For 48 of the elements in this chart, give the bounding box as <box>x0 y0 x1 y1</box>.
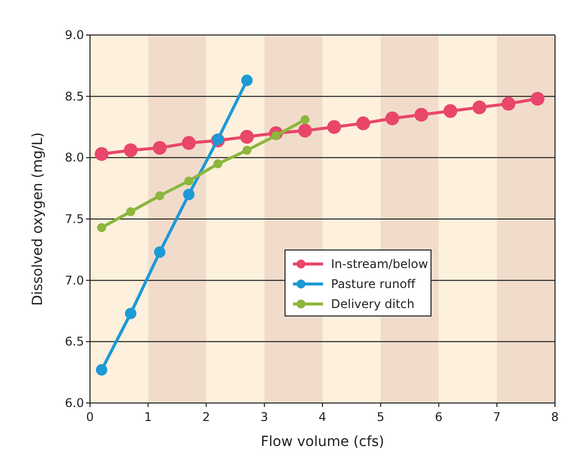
point <box>183 188 195 200</box>
y-tick-label: 8.5 <box>64 89 84 104</box>
point <box>356 116 370 130</box>
y-tick-label: 9.0 <box>64 28 84 42</box>
x-tick-label: 3 <box>260 410 268 424</box>
x-tick-label: 6 <box>434 410 443 424</box>
point <box>242 146 252 155</box>
legend-label: Delivery ditch <box>331 297 414 311</box>
x-tick-label: 2 <box>202 410 210 424</box>
point <box>152 140 167 155</box>
x-tick-label: 7 <box>493 410 501 424</box>
point <box>327 120 342 134</box>
point <box>240 130 254 144</box>
point <box>124 143 138 158</box>
point <box>472 100 486 114</box>
point <box>155 191 164 200</box>
point <box>300 115 310 124</box>
point <box>94 147 109 161</box>
point <box>154 246 166 258</box>
y-axis-title: Dissolved oxygen (mg/L) <box>30 132 46 306</box>
point <box>97 223 106 232</box>
x-tick-label: 8 <box>551 410 559 424</box>
y-tick-label: 6.5 <box>64 334 84 349</box>
x-axis-title: Flow volume (cfs) <box>260 434 384 450</box>
x-tick-label: 0 <box>86 410 94 424</box>
point <box>414 108 428 122</box>
x-tick-label: 5 <box>376 410 384 424</box>
x-tick-label: 1 <box>144 410 152 424</box>
point <box>126 207 136 216</box>
point <box>530 92 544 106</box>
y-tick-label: 7.5 <box>64 212 84 226</box>
y-tick-label: 8.0 <box>64 150 84 165</box>
point <box>124 308 136 320</box>
point <box>502 96 516 111</box>
point <box>212 134 224 145</box>
point <box>213 159 222 168</box>
x-tick-label: 4 <box>318 410 326 424</box>
point <box>182 136 196 150</box>
point <box>443 104 458 118</box>
y-tick-label: 7.0 <box>64 273 84 288</box>
point <box>385 112 400 126</box>
legend-label: In-stream/below <box>331 257 428 271</box>
point <box>184 176 194 186</box>
point <box>298 124 312 138</box>
y-tick-label: 6.0 <box>64 396 84 410</box>
point <box>96 364 108 376</box>
legend-label: Pasture runoff <box>331 277 416 291</box>
point <box>241 74 253 86</box>
